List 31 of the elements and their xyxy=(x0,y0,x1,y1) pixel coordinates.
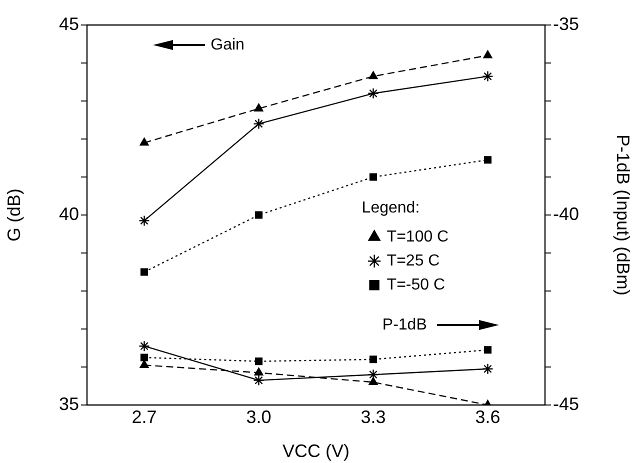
y2-axis-title: P-1dB (Input) (dBm) xyxy=(613,134,634,296)
point xyxy=(369,173,378,181)
y-tick-label: 45 xyxy=(58,14,79,34)
point xyxy=(138,215,150,226)
point xyxy=(140,268,148,276)
legend-label: T=100 C xyxy=(386,228,449,246)
annotation: Gain xyxy=(210,36,244,54)
y-tick-label: 40 xyxy=(58,204,79,224)
legend-title: Legend: xyxy=(362,199,420,216)
x-axis-title: VCC (V) xyxy=(282,441,350,462)
point xyxy=(254,211,263,219)
point xyxy=(368,71,378,80)
point xyxy=(368,88,379,99)
x-tick-label: 3.6 xyxy=(475,406,500,427)
y-axis-title: G (dB) xyxy=(4,188,24,242)
y2-tick-label: -45 xyxy=(553,394,580,414)
point xyxy=(140,138,149,146)
point xyxy=(483,50,492,58)
legend-label: T=25 C xyxy=(386,252,440,270)
y2-tick-label: -40 xyxy=(553,204,580,224)
point xyxy=(253,118,264,130)
x-tick-label: 2.7 xyxy=(132,406,157,427)
point xyxy=(482,70,494,82)
y2-tick-label: -35 xyxy=(553,14,580,34)
x-tick-label: 3.3 xyxy=(360,406,386,427)
x-tick-label: 3.0 xyxy=(246,406,272,427)
point xyxy=(254,104,264,112)
legend-label: T=-50 C xyxy=(386,276,446,294)
y-tick-label: 35 xyxy=(58,394,79,414)
annotation: P-1dB xyxy=(382,316,427,334)
point xyxy=(484,156,492,164)
